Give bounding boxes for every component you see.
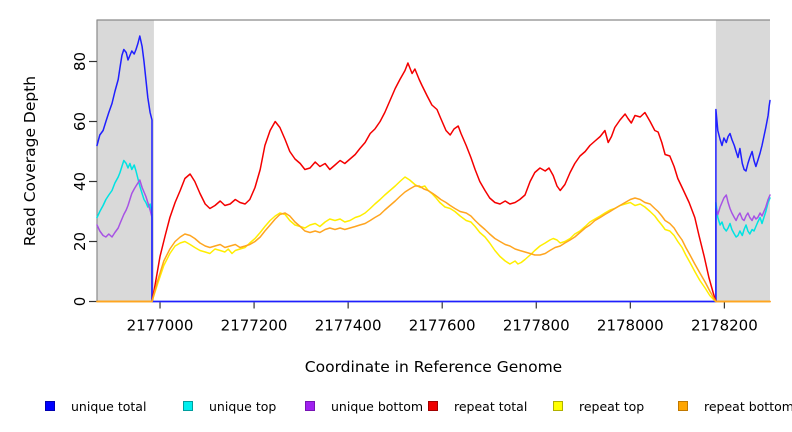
legend-label: repeat top	[579, 398, 645, 414]
y-tick-label: 80	[71, 52, 89, 71]
x-tick-label: 2177200	[221, 317, 288, 335]
x-tick-label: 2177400	[315, 317, 382, 335]
legend-item-repeat-top: repeat top	[553, 397, 644, 415]
legend-swatch-icon	[45, 401, 55, 411]
legend-item-repeat-bottom: repeat bottom	[678, 397, 792, 415]
legend-swatch-icon	[553, 401, 563, 411]
legend-item-unique-total: unique total	[45, 397, 146, 415]
shaded-region-left	[97, 20, 154, 302]
legend-swatch-icon	[428, 401, 438, 411]
y-tick-label: 40	[71, 172, 89, 191]
y-tick-label: 60	[71, 112, 89, 131]
legend-item-repeat-total: repeat total	[428, 397, 527, 415]
legend-swatch-icon	[183, 401, 193, 411]
shaded-region-right	[715, 20, 770, 302]
x-axis-label: Coordinate in Reference Genome	[304, 358, 563, 376]
legend-label: unique total	[71, 398, 147, 414]
legend-swatch-icon	[305, 401, 315, 411]
y-tick-label: 0	[71, 297, 89, 307]
legend-swatch-icon	[678, 401, 688, 411]
x-tick-label: 2177000	[127, 317, 194, 335]
legend-label: repeat bottom	[704, 398, 792, 414]
x-tick-label: 2177800	[503, 317, 570, 335]
y-axis-label: Read Coverage Depth	[21, 75, 39, 247]
series-line-repeat-bottom	[96, 185, 771, 303]
legend-item-unique-bottom: unique bottom	[305, 397, 423, 415]
series-line-repeat-top	[96, 176, 771, 303]
legend-item-unique-top: unique top	[183, 397, 276, 415]
legend-label: unique top	[209, 398, 277, 414]
y-tick-label: 20	[71, 232, 89, 251]
x-tick-label: 2178000	[597, 317, 664, 335]
series-line-repeat-total	[96, 62, 771, 303]
legend-label: unique bottom	[331, 398, 424, 414]
series-line-unique-total	[96, 35, 771, 303]
chart-legend: unique total unique top unique bottom repea…	[0, 397, 792, 417]
x-tick-label: 2178200	[691, 317, 758, 335]
x-tick-label: 2177600	[409, 317, 476, 335]
legend-label: repeat total	[454, 398, 528, 414]
